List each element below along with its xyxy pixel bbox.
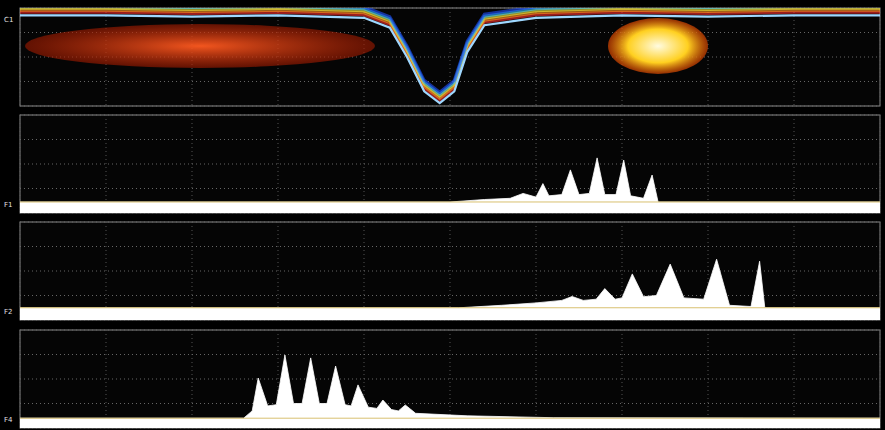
histogram-area	[20, 355, 880, 428]
trace-label: F1	[4, 201, 12, 209]
grid-line	[794, 115, 795, 213]
grid-line	[20, 115, 880, 116]
grid-line	[20, 379, 880, 380]
grid-line	[278, 222, 279, 320]
grid-line	[20, 164, 880, 165]
trace-label: C1	[4, 16, 13, 24]
panel	[20, 222, 880, 320]
grid-line	[622, 330, 623, 428]
grid-line	[794, 8, 795, 106]
grid-line	[20, 295, 880, 296]
grid-line	[20, 354, 880, 355]
grid-line	[278, 115, 279, 213]
panel-frame	[20, 330, 880, 428]
data-group	[20, 8, 880, 103]
histogram-area	[20, 259, 880, 320]
panel	[20, 330, 880, 428]
grid-line	[450, 222, 451, 320]
baseline	[20, 307, 880, 308]
grid-line	[450, 115, 451, 213]
panel	[20, 115, 880, 213]
persistence-band	[20, 8, 880, 94]
grid-line	[20, 139, 880, 140]
background	[0, 0, 885, 430]
grid-line	[450, 330, 451, 428]
data-group	[20, 259, 880, 320]
grid-line	[106, 115, 107, 213]
trace-label: F4	[4, 416, 13, 424]
panel-frame	[20, 115, 880, 213]
grid-line	[794, 330, 795, 428]
grid-line	[20, 222, 880, 223]
baseline	[20, 201, 880, 202]
data-group	[20, 158, 880, 213]
grid-line	[20, 271, 880, 272]
grid-line	[20, 246, 880, 247]
panel	[20, 8, 880, 106]
grid-line	[20, 106, 880, 107]
panel-frame	[20, 8, 880, 106]
persistence-glow	[608, 18, 708, 74]
trace	[20, 15, 880, 103]
trace-label: F2	[4, 308, 12, 316]
screen: C1 F1 F2 F4	[0, 0, 885, 430]
grid-line	[794, 222, 795, 320]
grid-line	[106, 222, 107, 320]
panel-frame	[20, 222, 880, 320]
grid-line	[20, 188, 880, 189]
baseline	[20, 418, 880, 419]
histogram-area	[20, 158, 880, 213]
data-group	[20, 355, 880, 428]
persistence-glow	[25, 24, 375, 68]
grid-line	[106, 330, 107, 428]
grid-line	[20, 330, 880, 331]
grid-line	[20, 403, 880, 404]
persistence-band	[20, 8, 880, 92]
